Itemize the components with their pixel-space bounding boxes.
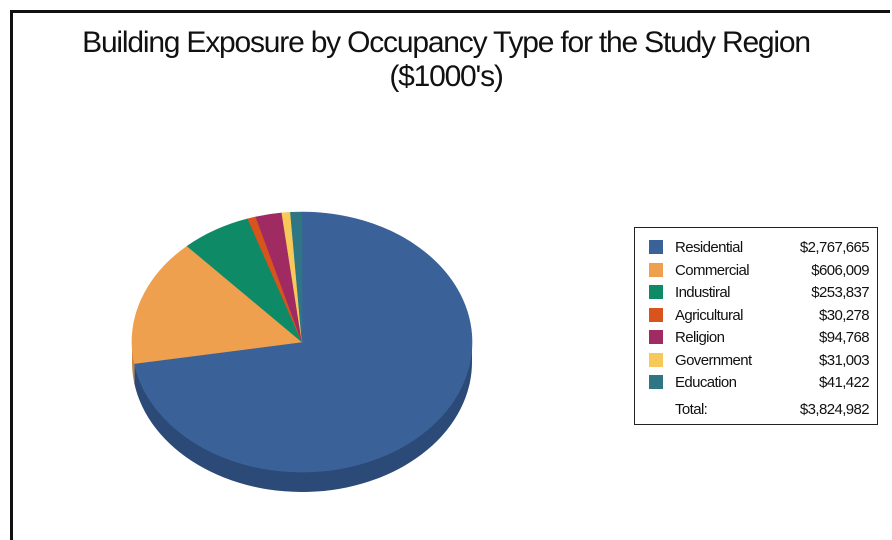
legend-swatch bbox=[649, 375, 663, 389]
legend-value: $30,278 bbox=[818, 306, 870, 324]
chart-title: Building Exposure by Occupancy Type for … bbox=[0, 26, 892, 94]
legend-value: $41,422 bbox=[818, 373, 870, 391]
chart-title-line: Building Exposure by Occupancy Type for … bbox=[82, 26, 811, 59]
legend-swatch bbox=[649, 240, 663, 254]
legend-label: Commercial bbox=[675, 261, 750, 279]
legend-label: Education bbox=[675, 373, 737, 391]
legend-label: Residential bbox=[675, 238, 743, 256]
legend-swatch bbox=[649, 353, 663, 367]
legend-item-residential: Residential $2,767,665 bbox=[649, 236, 870, 258]
legend-total-row: Total: $3,824,982 bbox=[675, 399, 870, 419]
legend-value: $94,768 bbox=[818, 328, 870, 346]
legend-item-government: Government $31,003 bbox=[649, 349, 870, 371]
legend-item-education: Education $41,422 bbox=[649, 371, 870, 393]
legend-total-value: $3,824,982 bbox=[799, 400, 870, 418]
chart-subtitle: ($1000's) bbox=[389, 60, 504, 93]
legend-item-agricultural: Agricultural $30,278 bbox=[649, 304, 870, 326]
legend-item-religion: Religion $94,768 bbox=[649, 326, 870, 348]
legend-swatch bbox=[649, 330, 663, 344]
legend-swatch bbox=[649, 263, 663, 277]
pie-slice-commercial bbox=[131, 245, 303, 364]
legend-value: $2,767,665 bbox=[799, 238, 870, 256]
pie-slices bbox=[131, 211, 473, 473]
legend-swatch bbox=[649, 285, 663, 299]
chart-legend: Residential $2,767,665 Commercial $606,009 I… bbox=[634, 227, 878, 425]
pie-slice-residential bbox=[133, 211, 473, 473]
legend-label: Government bbox=[675, 351, 752, 369]
legend-item-industiral: Industiral $253,837 bbox=[649, 281, 870, 303]
legend-value: $31,003 bbox=[818, 351, 870, 369]
pie-side-commercial bbox=[132, 342, 135, 384]
legend-value: $606,009 bbox=[811, 261, 869, 279]
legend-label: Industiral bbox=[675, 283, 730, 301]
legend-label: Agricultural bbox=[675, 306, 743, 324]
legend-label: Religion bbox=[675, 328, 725, 346]
legend-swatch bbox=[649, 308, 663, 322]
legend-total-label: Total: bbox=[675, 400, 708, 418]
legend-item-commercial: Commercial $606,009 bbox=[649, 259, 870, 281]
pie-slice-education bbox=[290, 211, 303, 343]
legend-value: $253,837 bbox=[811, 283, 869, 301]
